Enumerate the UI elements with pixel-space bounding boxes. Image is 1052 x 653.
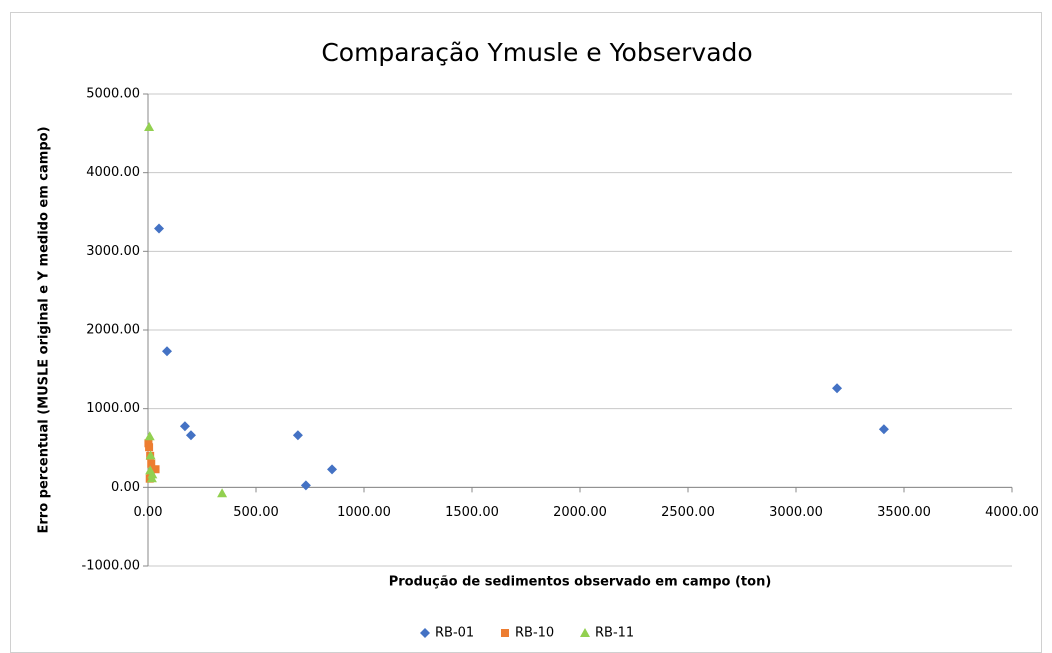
chart-title: Comparação Ymusle e Yobservado bbox=[321, 38, 752, 67]
x-tick-label: 0.00 bbox=[134, 505, 163, 520]
point bbox=[154, 223, 165, 234]
point bbox=[300, 480, 311, 491]
x-tick-label: 2500.00 bbox=[661, 505, 715, 520]
y-tick-label: -1000.00 bbox=[82, 559, 140, 574]
y-tick-label: 4000.00 bbox=[86, 165, 140, 180]
y-tick-label: 1000.00 bbox=[86, 401, 140, 416]
point bbox=[292, 430, 303, 441]
x-tick-label: 3000.00 bbox=[769, 505, 823, 520]
chart-border bbox=[10, 12, 1042, 653]
point bbox=[147, 469, 158, 479]
point bbox=[162, 346, 173, 357]
y-tick-label: 5000.00 bbox=[86, 87, 140, 102]
x-tick-label: 4000.00 bbox=[985, 505, 1039, 520]
x-axis-title: Produção de sedimentos observado em camp… bbox=[389, 575, 772, 590]
y-axis-title: Erro percentual (MUSLE original e Y medi… bbox=[37, 126, 52, 533]
x-tick-label: 3500.00 bbox=[877, 505, 931, 520]
x-tick-label: 1500.00 bbox=[445, 505, 499, 520]
y-tick-label: 2000.00 bbox=[86, 323, 140, 338]
point bbox=[147, 459, 156, 468]
legend-label: RB-10 bbox=[515, 626, 554, 641]
legend-marker bbox=[501, 629, 509, 637]
point bbox=[327, 464, 338, 475]
x-tick-label: 1000.00 bbox=[337, 505, 391, 520]
point bbox=[878, 424, 889, 435]
legend-label: RB-11 bbox=[595, 626, 634, 641]
legend-label: RB-01 bbox=[435, 626, 474, 641]
y-tick-label: 0.00 bbox=[111, 480, 140, 495]
point bbox=[217, 488, 228, 498]
point bbox=[185, 430, 196, 441]
point bbox=[144, 431, 155, 441]
legend-marker bbox=[580, 628, 590, 637]
point bbox=[145, 443, 154, 452]
point bbox=[145, 450, 156, 460]
x-tick-label: 2000.00 bbox=[553, 505, 607, 520]
point bbox=[151, 465, 160, 474]
x-tick-label: 500.00 bbox=[233, 505, 279, 520]
point bbox=[832, 383, 843, 394]
y-tick-label: 3000.00 bbox=[86, 244, 140, 259]
point bbox=[179, 421, 190, 432]
legend-marker bbox=[420, 628, 430, 638]
point bbox=[144, 122, 155, 132]
